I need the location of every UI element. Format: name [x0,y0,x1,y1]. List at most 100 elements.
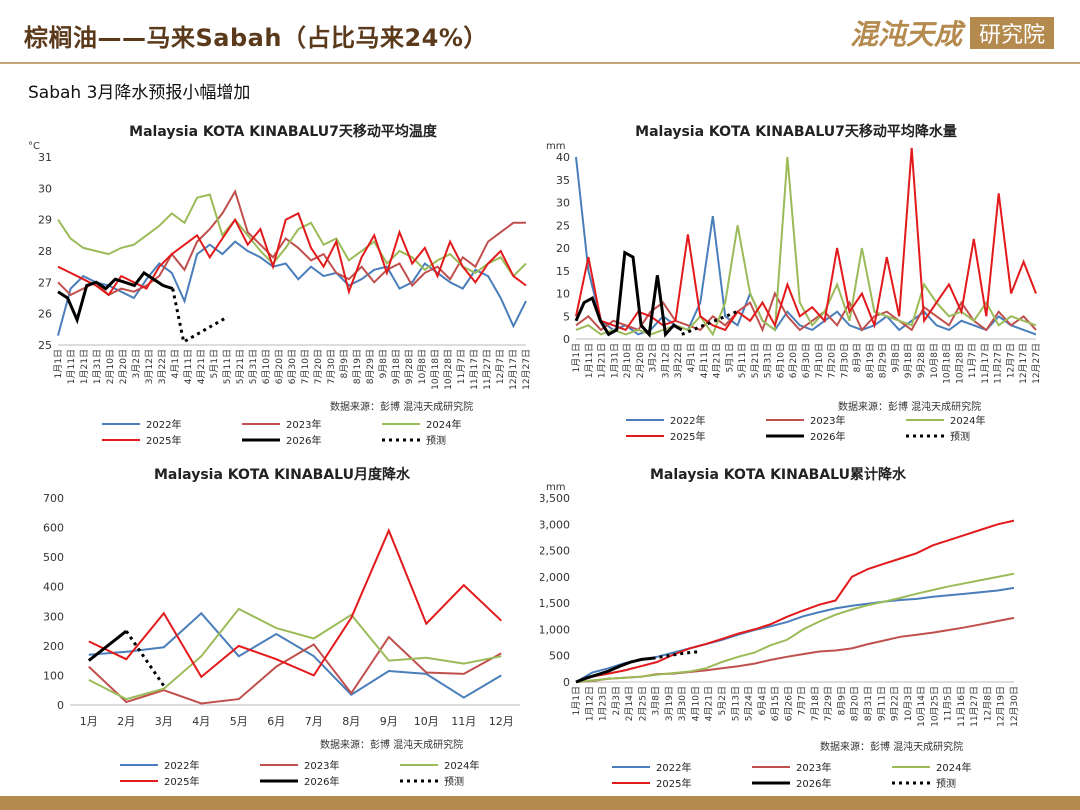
chart-title: Malaysia KOTA KINABALU月度降水 [154,466,411,483]
x-tick-label: 11月17日 [980,343,991,384]
x-tick-label: 1月11日 [66,349,77,384]
x-tick-label: 2月20日 [118,349,129,384]
y-tick-label: 0 [563,676,570,689]
header-divider [0,62,1080,64]
page-header: 棕榈油——马来Sabah（占比马来24%） 混沌天成 研究院 [0,0,1080,62]
x-tick-label: 9月 [380,715,398,728]
x-tick-label: 10月28日 [443,349,454,390]
legend-label-y2025: 2025年 [146,434,181,447]
legend-label-y2023: 2023年 [304,759,339,772]
y-tick-label: 3,500 [540,492,570,505]
x-tick-label: 2月 [117,715,135,728]
series-line-y2023 [88,635,502,705]
chart-rain-7day: Malaysia KOTA KINABALU7天移动平均降水量 mm 0 5 10 15 2… [546,123,1042,443]
x-tick-label: 4月11日 [699,343,710,378]
y-unit-label: °C [28,141,40,152]
x-tick-label: 5月31日 [763,343,774,378]
series-line-y2022 [575,156,1037,336]
series-line-y2024 [57,193,527,278]
x-tick-label: 5月11日 [737,343,748,378]
x-tick-label: 9月8日 [378,349,389,378]
legend-label-y2024: 2024年 [936,761,971,774]
x-tick-label: 2月10日 [105,349,116,384]
x-tick-label: 8月19日 [352,349,363,384]
x-tick-label: 10月8日 [929,343,940,378]
y-unit-label: mm [546,482,565,493]
x-tick-label: 9月22日 [890,686,901,721]
legend-label-y2022: 2022年 [656,761,691,774]
y-tick-label: 400 [43,581,64,594]
x-tick-label: 7月 [305,715,323,728]
x-tick-label: 9月8日 [890,343,901,372]
x-tick-label: 11月5日 [943,686,954,721]
x-tick-label: 2月10日 [622,343,633,378]
x-tick-label: 11月 [451,715,476,728]
x-tick-label: 12月 [489,715,514,728]
y-tick-label: 500 [549,650,570,663]
x-tick-label: 9月28日 [404,349,415,384]
x-tick-label: 9月11日 [876,686,887,721]
legend-label-forecast: 预测 [950,430,970,443]
series-line-y2023 [57,189,526,297]
series-line-y2022 [57,240,527,336]
series-line-y2025 [575,519,1015,683]
x-tick-label: 5月21日 [750,343,761,378]
legend-label-y2026: 2026年 [810,430,845,443]
y-tick-label: 2,500 [540,545,570,558]
y-tick-label: 30 [38,182,52,195]
x-tick-label: 12月19日 [996,686,1007,727]
series-line-y2022 [88,611,502,699]
x-tick-label: 6月20日 [788,343,799,378]
y-tick-label: 10 [556,288,570,301]
x-tick-label: 4月1日 [170,349,181,378]
x-tick-label: 2月3日 [611,686,622,715]
series-line-y2026 [574,250,683,338]
legend-label-y2023: 2023年 [796,761,831,774]
x-tick-label: 12月27日 [521,349,532,390]
x-tick-label: 7月29日 [823,686,834,721]
y-tick-label: 500 [43,551,64,564]
x-tick-label: 4月21日 [712,343,723,378]
x-tick-label: 6月26日 [783,686,794,721]
source-note: 数据来源：彭博 混沌天成研究院 [330,400,473,413]
legend-label-y2023: 2023年 [286,418,321,431]
x-tick-label: 11月7日 [967,343,978,378]
y-tick-label: 300 [43,610,64,623]
y-tick-label: 25 [38,339,52,352]
y-tick-label: 25 [556,219,570,232]
x-tick-label: 7月7日 [797,686,808,715]
chart-title: Malaysia KOTA KINABALU7天移动平均温度 [129,123,438,140]
y-tick-label: 2,000 [540,571,570,584]
y-tick-label: 26 [38,308,52,321]
x-tick-label: 3月30日 [677,686,688,721]
x-tick-label: 10月18日 [430,349,441,390]
legend-label-y2022: 2022年 [670,414,705,427]
series-line-forecast [652,650,701,660]
legend-label-y2026: 2026年 [304,775,339,788]
x-tick-label: 3月2日 [648,343,659,372]
x-tick-label: 11月16日 [956,686,967,727]
legend-label-y2022: 2022年 [146,418,181,431]
x-tick-label: 7月10日 [300,349,311,384]
x-tick-label: 11月27日 [969,686,980,727]
legend-label-y2025: 2025年 [656,777,691,790]
x-tick-label: 4月 [192,715,210,728]
x-tick-label: 8月19日 [865,343,876,378]
legend-label-y2023: 2023年 [810,414,845,427]
legend-label-y2024: 2024年 [426,418,461,431]
x-tick-label: 5月1日 [724,343,735,372]
x-tick-label: 8月9日 [836,686,847,715]
x-tick-label: 10月28日 [954,343,965,384]
page-title: 棕榈油——马来Sabah（占比马来24%） [24,24,488,52]
series-line-y2024 [575,572,1015,683]
legend-label-y2022: 2022年 [164,759,199,772]
x-tick-label: 8月9日 [339,349,350,378]
x-tick-label: 11月17日 [469,349,480,390]
x-tick-label: 9月28日 [916,343,927,378]
logo-box-text: 研究院 [979,23,1045,48]
x-tick-label: 8月 [342,715,360,728]
x-tick-label: 5月2日 [717,686,728,715]
x-tick-label: 2月14日 [624,686,635,721]
series-line-forecast [681,310,738,336]
series-line-y2025 [575,147,1037,332]
